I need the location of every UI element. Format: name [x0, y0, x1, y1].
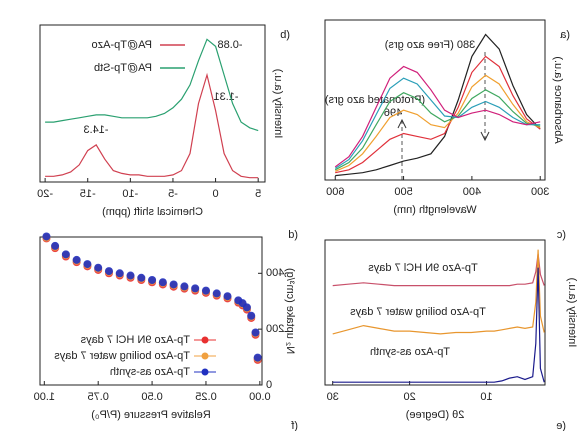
panel-label: (e — [556, 420, 566, 431]
series-line — [334, 65, 541, 168]
series-line — [332, 267, 545, 383]
y-tick-label: 400 — [266, 267, 284, 279]
legend-label: Tp-Azo as-synth — [110, 366, 190, 378]
x-tick-label: 400 — [463, 186, 481, 198]
plot-frame — [39, 236, 263, 386]
x-tick-label: 600 — [326, 186, 344, 198]
plot-frame — [39, 24, 266, 183]
data-point — [223, 292, 232, 301]
x-tick-label: 500 — [394, 186, 412, 198]
legend-label: PA@Tp-Stb — [94, 62, 152, 74]
x-tick-label: 0.00 — [249, 391, 270, 403]
data-point — [126, 271, 135, 280]
legend-marker — [201, 336, 209, 344]
data-point — [61, 250, 70, 259]
y-tick-label: 0 — [266, 379, 272, 391]
series-line — [334, 77, 541, 169]
data-point — [158, 278, 167, 287]
arrow-head — [397, 118, 407, 129]
y-axis-label: N₂ uptake (cm³/g) — [284, 268, 296, 354]
series-line — [332, 253, 545, 287]
data-point — [169, 280, 178, 289]
annotation: -1.31 — [213, 91, 238, 103]
x-tick-label: -15 — [80, 188, 96, 200]
x-axis-label: Wavelength (nm) — [393, 204, 476, 216]
x-tick-label: 1.00 — [34, 391, 55, 403]
data-point — [201, 286, 210, 295]
x-axis-label: Relative Pressure (P/P₀) — [91, 409, 211, 421]
x-tick-label: -5 — [168, 188, 178, 200]
panel-label: (f — [290, 420, 298, 431]
data-point — [51, 241, 60, 250]
series-label: Tp-Azo 9N HCl 7 days — [368, 262, 478, 274]
series-line — [334, 89, 541, 171]
data-point — [247, 311, 256, 320]
panel-label: (b — [280, 29, 290, 41]
x-tick-label: -20 — [37, 188, 53, 200]
legend-label: Tp-Azo boiling water 7 days — [54, 350, 190, 362]
data-point — [137, 273, 146, 282]
series-label: Tp-Azo boiling water 7 days — [350, 306, 486, 318]
series-line — [45, 72, 259, 179]
legend-label: PA@Tp-Azo — [92, 39, 152, 51]
data-point — [115, 269, 124, 278]
data-point — [191, 284, 200, 293]
x-axis-label: Chemical shift (ppm) — [102, 206, 203, 218]
plot-frame — [324, 19, 546, 181]
annotation: 380 (Free azo grs) — [385, 39, 475, 51]
panel-label: (a — [559, 29, 570, 41]
series-line — [335, 33, 541, 177]
panel-label: (c — [556, 229, 566, 241]
legend-label: Tp-Azo 9N HCl 7 days — [80, 334, 190, 346]
annotation: (Protonated azo grs) — [325, 94, 425, 106]
series-line — [45, 38, 259, 132]
data-point — [72, 255, 81, 264]
y-axis-label: Absorbance (a.u.) — [552, 56, 564, 143]
data-point — [180, 282, 189, 291]
data-point — [42, 232, 51, 241]
x-tick-label: -10 — [122, 188, 138, 200]
data-point — [253, 353, 262, 362]
series-line — [332, 249, 545, 335]
legend-marker — [201, 368, 209, 376]
plot-frame — [324, 239, 546, 386]
data-point — [234, 296, 243, 305]
y-axis-label: Intensity (a.u.) — [566, 278, 578, 348]
x-tick-label: 300 — [531, 186, 549, 198]
x-axis-label: 2θ (Degree) — [406, 409, 465, 421]
x-tick-label: 20 — [403, 391, 415, 403]
x-tick-label: 0.25 — [195, 391, 216, 403]
data-point — [104, 267, 113, 276]
legend-marker — [201, 352, 209, 360]
series-line — [334, 74, 541, 172]
y-tick-label: 200 — [266, 323, 284, 335]
data-point — [212, 289, 221, 298]
annotation: 496 — [384, 107, 402, 119]
annotation: -0.88 — [217, 39, 242, 51]
y-axis-label: Intensity (a.u.) — [272, 69, 284, 139]
data-point — [251, 328, 260, 337]
x-tick-label: 0 — [213, 188, 219, 200]
x-tick-label: 10 — [480, 391, 492, 403]
x-tick-label: 0.50 — [141, 391, 162, 403]
arrow-head — [480, 131, 490, 142]
data-point — [94, 263, 103, 272]
x-tick-label: 30 — [327, 391, 339, 403]
data-point — [83, 260, 92, 269]
x-tick-label: 5 — [255, 188, 261, 200]
x-tick-label: 0.75 — [87, 391, 108, 403]
data-point — [148, 276, 157, 285]
series-line — [335, 55, 541, 174]
series-label: Tp-Azo as-synth — [370, 346, 450, 358]
panel-label: (d — [288, 229, 298, 241]
annotation: -14.3 — [83, 124, 108, 136]
